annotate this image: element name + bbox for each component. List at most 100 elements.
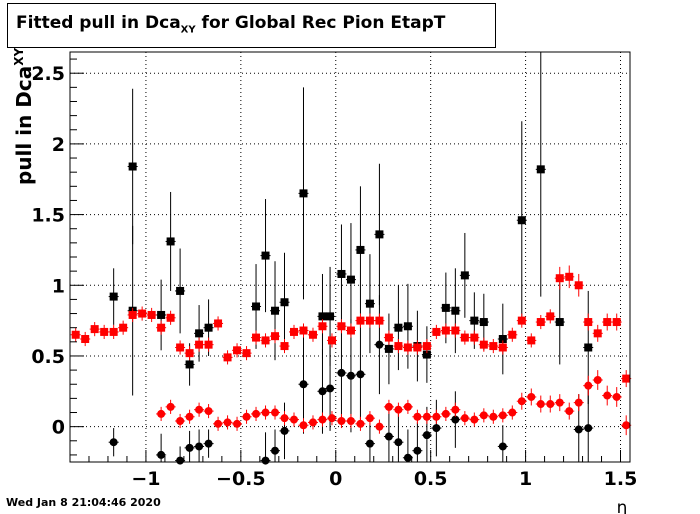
- data-point: [356, 419, 365, 428]
- x-axis-label: η: [617, 498, 628, 514]
- data-point: [403, 402, 412, 411]
- data-point: [100, 327, 109, 336]
- data-point: [622, 421, 631, 430]
- data-point: [119, 323, 128, 332]
- data-point: [252, 409, 261, 418]
- data-point: [185, 443, 194, 452]
- data-point: [413, 343, 422, 352]
- data-point: [394, 323, 403, 332]
- data-point: [157, 310, 166, 319]
- data-point: [593, 329, 602, 338]
- data-point: [90, 325, 99, 334]
- y-tick-label: 0: [52, 417, 65, 439]
- data-point: [565, 272, 574, 281]
- data-point: [308, 330, 317, 339]
- data-point: [109, 327, 118, 336]
- data-point: [365, 299, 374, 308]
- data-point: [195, 340, 204, 349]
- data-point: [326, 384, 335, 393]
- data-point: [337, 368, 346, 377]
- data-point: [157, 323, 166, 332]
- data-point: [204, 340, 213, 349]
- data-point: [536, 165, 545, 174]
- data-point: [394, 405, 403, 414]
- data-point: [280, 414, 289, 423]
- data-point: [176, 417, 185, 425]
- data-point: [527, 336, 536, 345]
- data-point: [508, 330, 517, 339]
- data-point: [223, 418, 232, 427]
- data-point: [508, 408, 517, 417]
- data-point: [584, 381, 593, 390]
- data-point: [403, 322, 412, 331]
- x-tick-label: −0.5: [216, 468, 266, 490]
- data-point: [403, 453, 412, 462]
- data-point: [413, 412, 422, 421]
- data-point: [318, 387, 327, 396]
- data-point: [375, 316, 384, 325]
- data-point: [261, 251, 270, 260]
- data-point: [147, 310, 156, 319]
- data-point: [603, 318, 612, 327]
- data-point: [204, 439, 213, 448]
- data-point: [327, 414, 336, 423]
- data-point: [536, 400, 545, 409]
- data-point: [622, 374, 631, 383]
- data-point: [517, 397, 526, 406]
- data-point: [109, 292, 118, 301]
- data-point: [441, 409, 450, 418]
- y-tick-label: 2.5: [31, 63, 65, 85]
- data-point: [384, 344, 393, 353]
- data-point: [166, 402, 175, 411]
- data-point: [299, 421, 308, 430]
- data-point: [422, 412, 431, 421]
- axes: −1 −0.5 0 0.5 1 1.5 0 0.5 1 1.5 2 2.5: [31, 58, 638, 490]
- chart-title-rest: for Global Rec Pion EtapT: [195, 13, 446, 33]
- data-point: [214, 319, 223, 328]
- data-point: [356, 245, 365, 254]
- data-point: [574, 398, 583, 407]
- data-point: [394, 438, 403, 447]
- data-point: [337, 322, 346, 331]
- data-point: [365, 316, 374, 325]
- data-points: [70, 52, 632, 465]
- data-point: [271, 306, 280, 315]
- data-point: [413, 446, 422, 455]
- data-point: [326, 312, 335, 321]
- data-point: [271, 446, 280, 455]
- data-point: [470, 316, 479, 325]
- y-tick-label: 2: [52, 134, 65, 156]
- data-point: [375, 340, 384, 349]
- data-point: [403, 343, 412, 352]
- data-point: [346, 371, 355, 380]
- data-point: [584, 343, 593, 352]
- data-point: [271, 332, 280, 341]
- data-point: [128, 162, 137, 171]
- data-point: [555, 274, 564, 283]
- x-tick-label: 0: [329, 468, 342, 490]
- data-point: [603, 391, 612, 400]
- data-point: [498, 411, 507, 420]
- data-point: [176, 456, 185, 465]
- data-point: [593, 376, 602, 384]
- data-point: [261, 408, 270, 417]
- data-point: [517, 316, 526, 325]
- y-tick-label: 1: [52, 275, 65, 297]
- data-point: [356, 370, 365, 379]
- data-point: [451, 415, 460, 424]
- y-tick-label: 0.5: [31, 346, 65, 368]
- data-point: [308, 418, 317, 427]
- data-point: [565, 407, 574, 416]
- x-tick-label: 1.5: [604, 468, 638, 490]
- data-point: [384, 432, 393, 441]
- data-point: [233, 419, 242, 428]
- data-point: [555, 318, 564, 327]
- data-point: [451, 306, 460, 315]
- data-point: [527, 392, 536, 401]
- data-point: [584, 424, 593, 433]
- data-point: [375, 422, 384, 431]
- data-point: [498, 335, 507, 343]
- grid-lines: [70, 52, 630, 462]
- data-point: [517, 216, 526, 225]
